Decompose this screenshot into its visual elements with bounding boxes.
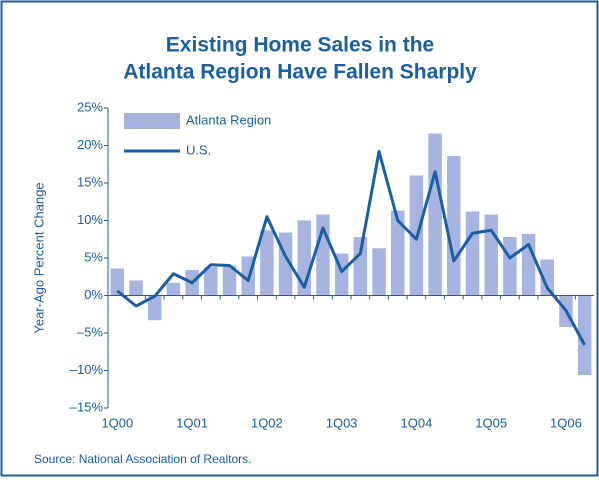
bar	[577, 295, 592, 375]
bar	[260, 230, 274, 296]
bar	[222, 265, 237, 296]
x-tick-label: 1Q03	[326, 415, 358, 430]
legend-label: U.S.	[186, 142, 211, 157]
y-tick-label: –15%	[70, 399, 104, 414]
x-tick-label: 1Q04	[401, 415, 433, 430]
legend-swatch	[124, 113, 180, 129]
bar	[129, 280, 143, 296]
y-tick-label: 15%	[77, 174, 103, 189]
bar	[204, 267, 218, 296]
bar	[484, 214, 498, 296]
y-tick-label: 20%	[77, 137, 103, 152]
bar	[428, 133, 442, 296]
bar	[540, 259, 554, 296]
source: Source: National Association of Realtors…	[34, 452, 251, 466]
bar	[465, 211, 480, 296]
x-tick-label: 1Q05	[475, 415, 507, 430]
x-tick-label: 1Q02	[251, 415, 283, 430]
line	[116, 150, 586, 346]
bar	[372, 248, 386, 296]
bar	[447, 156, 461, 296]
bar	[166, 282, 181, 296]
y-tick-label: 5%	[84, 249, 103, 264]
x-tick-label: 1Q01	[176, 415, 208, 430]
x-tick-label: 1Q00	[101, 415, 133, 430]
chart-title: Atlanta Region Have Fallen Sharply	[123, 61, 477, 84]
bar	[353, 237, 368, 296]
y-axis-label: Year-Ago Percent Change	[31, 182, 46, 333]
x-tick-label: 1Q06	[550, 415, 582, 430]
bar	[110, 268, 125, 296]
chart-title: Existing Home Sales in the	[166, 34, 434, 57]
bar	[503, 237, 517, 296]
bar	[391, 210, 405, 296]
y-tick-label: 10%	[77, 212, 103, 227]
y-tick-label: –10%	[70, 362, 104, 377]
bar	[148, 295, 162, 321]
legend-label: Atlanta Region	[186, 112, 271, 127]
y-tick-label: –5%	[77, 324, 103, 339]
y-tick-label: 0%	[84, 287, 103, 302]
y-tick-label: 25%	[77, 99, 103, 114]
